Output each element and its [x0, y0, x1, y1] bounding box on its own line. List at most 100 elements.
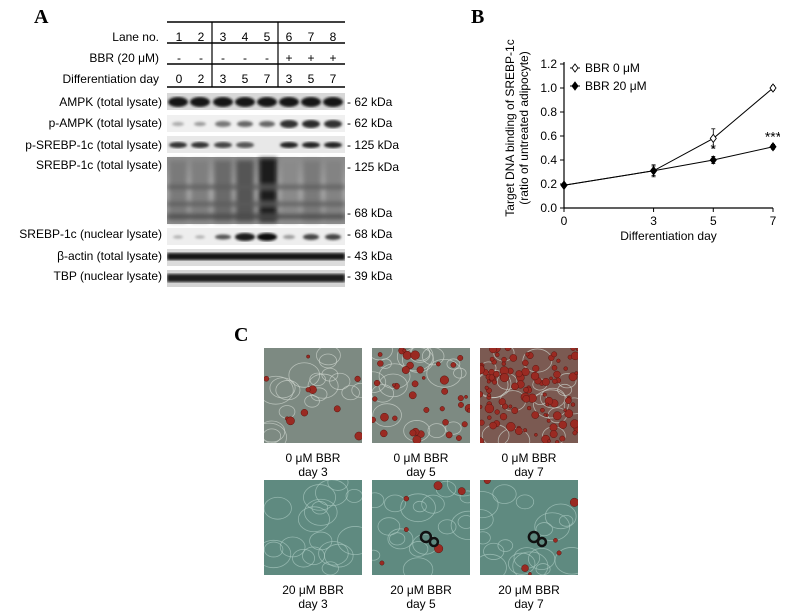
lane-number-row: 1 2 3 4 5 6 7 8: [168, 30, 344, 44]
micrograph-image: 20 μM BBR day 7: [465, 477, 589, 611]
y-tick-label: 0.4: [540, 153, 557, 167]
micrograph-caption-day: day 5: [406, 597, 436, 611]
data-point-bbr-0: [709, 133, 717, 144]
micrograph-caption-treatment: 0 μM BBR: [393, 451, 449, 465]
differentiation-day-label: Differentiation day: [62, 72, 159, 86]
kda-marker: - 43 kDa: [347, 249, 393, 263]
blot-label-tbp: TBP (nuclear lysate): [53, 269, 163, 283]
y-axis-label: Target DNA binding of SREBP-1c: [503, 39, 517, 216]
micrograph-caption-day: day 7: [514, 597, 544, 611]
bbr-cell: -: [199, 51, 203, 65]
differentiation-day-row: 0 2 3 5 7 3 5 7: [168, 72, 344, 86]
bbr-cell: -: [177, 51, 181, 65]
lane-number-label: Lane no.: [112, 30, 159, 44]
lane-number: 4: [241, 30, 249, 44]
blot-header-grid: [167, 21, 345, 88]
x-tick-label: 0: [561, 214, 568, 228]
series-line: [563, 87, 774, 186]
srebp-binding-line-chart: 0.0 0.2 0.4 0.6 0.8 1.0 1.2 0 3 5 7 Differentiation…: [503, 39, 780, 243]
bbr-cell: -: [265, 51, 269, 65]
y-axis-label: (ratio of untreated adipocyte): [517, 51, 531, 204]
y-tick-label: 0.8: [540, 105, 557, 119]
micrograph-caption-day: day 3: [298, 597, 328, 611]
y-tick-label: 0.6: [540, 129, 557, 143]
day-cell: 7: [263, 72, 271, 86]
micrograph-photo: [256, 473, 374, 576]
kda-marker: - 125 kDa: [347, 160, 400, 174]
micrograph-image: 20 μM BBR day 3: [256, 473, 374, 611]
lane-number: 7: [307, 30, 315, 44]
micrograph-caption-treatment: 0 μM BBR: [285, 451, 341, 465]
blot-label-srebp1c-nuclear: SREBP-1c (nuclear lysate): [19, 227, 162, 241]
lane-number: 8: [329, 30, 337, 44]
day-cell: 3: [285, 72, 293, 86]
data-point-bbr-0: [769, 83, 777, 93]
micrograph-caption-treatment: 20 μM BBR: [282, 583, 344, 597]
day-cell: 3: [219, 72, 227, 86]
blot-label-srebp1c-total: SREBP-1c (total lysate): [35, 158, 162, 172]
micrograph-image: 0 μM BBR day 5: [359, 339, 474, 479]
micrograph-photo: [465, 477, 589, 582]
y-tick-label: 1.2: [540, 57, 557, 71]
bbr-row: - - - - - + + +: [168, 51, 344, 65]
panel-b-letter: B: [471, 6, 485, 28]
blot-label-ampk: AMPK (total lysate): [59, 95, 162, 109]
lane-number: 5: [263, 30, 271, 44]
data-point-bbr-20: [650, 166, 658, 176]
micrograph-photo: [364, 470, 488, 582]
lane-number: 1: [175, 30, 183, 44]
y-tick-label: 0.2: [540, 177, 557, 191]
data-point-bbr-20: [560, 180, 568, 190]
day-cell: 7: [329, 72, 337, 86]
bbr-cell: +: [307, 51, 315, 65]
kda-marker: - 39 kDa: [347, 269, 393, 283]
bbr-cell: -: [221, 51, 225, 65]
x-tick-label: 5: [710, 214, 717, 228]
day-cell: 5: [307, 72, 315, 86]
kda-marker: - 68 kDa: [347, 227, 393, 241]
bbr-cell: +: [329, 51, 337, 65]
micrograph-caption-day: day 5: [406, 465, 436, 479]
lane-number: 2: [197, 30, 205, 44]
lane-number: 3: [219, 30, 227, 44]
micrograph-photo: [359, 339, 474, 445]
micrograph-caption-treatment: 20 μM BBR: [390, 583, 452, 597]
panel-a-letter: A: [34, 6, 49, 28]
blot-label-beta-actin: β-actin (total lysate): [57, 249, 162, 263]
day-cell: 5: [241, 72, 249, 86]
day-cell: 2: [197, 72, 205, 86]
data-point-bbr-20: [769, 142, 777, 152]
micrograph-caption-treatment: 20 μM BBR: [498, 583, 560, 597]
x-tick-label: 3: [650, 214, 657, 228]
micrograph-image: 20 μM BBR day 5: [364, 470, 488, 611]
data-point-bbr-20: [709, 155, 717, 165]
blot-label-p-srebp1c: p-SREBP-1c (total lysate): [25, 138, 162, 152]
western-blot-image: [167, 93, 345, 287]
bbr-cell: -: [243, 51, 247, 65]
significance-marker: *: [711, 140, 717, 156]
y-tick-label: 1.0: [540, 81, 557, 95]
significance-marker: ***: [765, 128, 780, 144]
x-tick-label: 7: [770, 214, 777, 228]
micrograph-caption-day: day 3: [298, 465, 328, 479]
micrograph-image: 0 μM BBR day 7: [475, 344, 585, 479]
lane-number: 6: [285, 30, 293, 44]
day-cell: 0: [175, 72, 183, 86]
y-tick-label: 0.0: [540, 201, 557, 215]
panel-c-letter: C: [234, 324, 249, 346]
kda-marker: - 68 kDa: [347, 206, 393, 220]
micrograph-image: 0 μM BBR day 3: [250, 345, 370, 479]
legend-label: BBR 20 μM: [585, 79, 647, 93]
micrograph-photo: [250, 345, 370, 452]
micrograph-caption-treatment: 0 μM BBR: [501, 451, 557, 465]
micrograph-caption-day: day 7: [514, 465, 544, 479]
legend-marker: [571, 81, 579, 91]
kda-marker: - 62 kDa: [347, 95, 393, 109]
micrograph-photo: [475, 344, 585, 454]
bbr-cell: +: [285, 51, 293, 65]
blot-label-p-ampk: p-AMPK (total lysate): [48, 116, 162, 130]
x-axis-label: Differentiation day: [620, 229, 717, 243]
legend-marker: [571, 63, 579, 73]
bbr-label: BBR (20 μM): [89, 51, 159, 65]
kda-marker: - 62 kDa: [347, 116, 393, 130]
